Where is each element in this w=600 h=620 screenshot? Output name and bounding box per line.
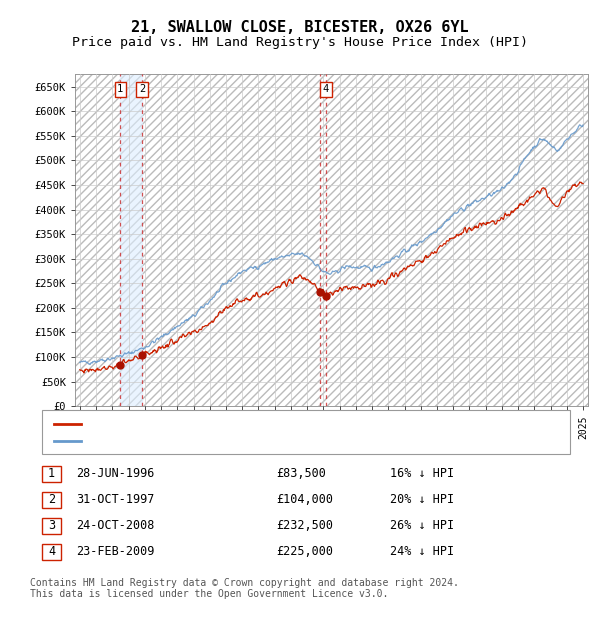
Text: 1: 1 [117,84,124,94]
Text: 1: 1 [48,467,55,481]
Text: Price paid vs. HM Land Registry's House Price Index (HPI): Price paid vs. HM Land Registry's House … [72,36,528,49]
Bar [75,74,588,406]
Text: £104,000: £104,000 [276,494,333,507]
Bar [120,74,142,406]
Text: 2: 2 [48,494,55,507]
Text: 4: 4 [323,84,329,94]
Text: 4: 4 [48,546,55,559]
Text: 16% ↓ HPI: 16% ↓ HPI [390,467,454,481]
Text: HPI: Average price, detached house, Cherwell: HPI: Average price, detached house, Cher… [88,436,374,446]
Text: £83,500: £83,500 [276,467,326,481]
Text: 24-OCT-2008: 24-OCT-2008 [76,520,155,533]
Text: 23-FEB-2009: 23-FEB-2009 [76,546,155,559]
Text: 20% ↓ HPI: 20% ↓ HPI [390,494,454,507]
Text: £232,500: £232,500 [276,520,333,533]
Text: 31-OCT-1997: 31-OCT-1997 [76,494,155,507]
Text: Contains HM Land Registry data © Crown copyright and database right 2024.
This d: Contains HM Land Registry data © Crown c… [30,578,459,600]
Text: 28-JUN-1996: 28-JUN-1996 [76,467,155,481]
Text: £225,000: £225,000 [276,546,333,559]
Text: 2: 2 [139,84,145,94]
Text: 21, SWALLOW CLOSE, BICESTER, OX26 6YL: 21, SWALLOW CLOSE, BICESTER, OX26 6YL [131,20,469,35]
Text: 3: 3 [48,520,55,533]
Text: 21, SWALLOW CLOSE, BICESTER, OX26 6YL (detached house): 21, SWALLOW CLOSE, BICESTER, OX26 6YL (d… [88,419,439,429]
Text: 26% ↓ HPI: 26% ↓ HPI [390,520,454,533]
Text: 24% ↓ HPI: 24% ↓ HPI [390,546,454,559]
